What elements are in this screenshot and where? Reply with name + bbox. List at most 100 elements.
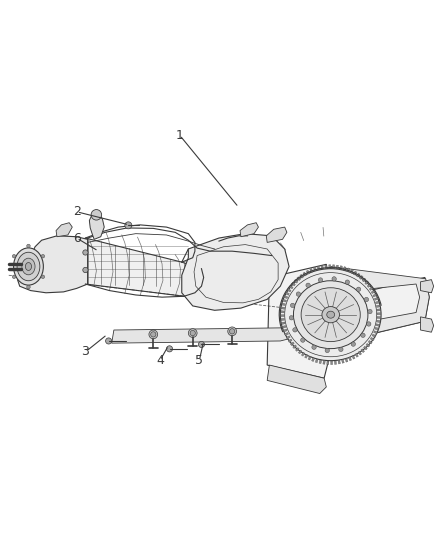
Polygon shape (310, 269, 313, 272)
Circle shape (27, 244, 30, 248)
Circle shape (149, 330, 158, 339)
Text: 6: 6 (73, 231, 81, 245)
Polygon shape (289, 285, 293, 289)
Polygon shape (340, 266, 343, 270)
Polygon shape (284, 296, 288, 298)
Polygon shape (294, 279, 298, 283)
Polygon shape (360, 276, 363, 279)
Polygon shape (369, 287, 373, 290)
Circle shape (198, 342, 205, 348)
Circle shape (27, 285, 30, 289)
Polygon shape (285, 333, 289, 336)
Circle shape (188, 329, 197, 337)
Circle shape (12, 254, 16, 258)
Circle shape (357, 287, 361, 292)
Ellipse shape (17, 252, 40, 281)
Circle shape (41, 275, 45, 279)
Polygon shape (376, 324, 380, 326)
Polygon shape (342, 359, 344, 363)
Ellipse shape (22, 258, 35, 275)
Polygon shape (343, 266, 346, 271)
Polygon shape (361, 349, 364, 353)
Circle shape (364, 297, 369, 302)
Polygon shape (355, 353, 358, 357)
Polygon shape (357, 273, 360, 277)
Circle shape (190, 330, 195, 336)
Polygon shape (377, 309, 381, 311)
Circle shape (361, 333, 365, 337)
Polygon shape (373, 294, 377, 297)
Polygon shape (314, 267, 316, 271)
Text: 3: 3 (81, 345, 89, 358)
Circle shape (166, 346, 173, 352)
Polygon shape (282, 326, 286, 328)
Circle shape (289, 316, 293, 320)
Polygon shape (338, 360, 340, 364)
Circle shape (91, 209, 102, 220)
Polygon shape (304, 354, 308, 358)
Polygon shape (365, 281, 369, 285)
Polygon shape (336, 265, 339, 269)
Polygon shape (291, 282, 295, 286)
Polygon shape (349, 357, 352, 361)
Polygon shape (376, 305, 380, 308)
Text: 5: 5 (195, 354, 203, 367)
Polygon shape (370, 337, 374, 341)
Circle shape (332, 277, 336, 281)
Polygon shape (267, 264, 429, 378)
Ellipse shape (327, 311, 335, 318)
Ellipse shape (280, 269, 381, 361)
Circle shape (230, 329, 235, 334)
Polygon shape (334, 361, 336, 365)
Circle shape (228, 327, 237, 336)
Circle shape (151, 332, 156, 337)
Polygon shape (303, 272, 307, 276)
Circle shape (290, 303, 295, 308)
Polygon shape (282, 303, 286, 305)
Polygon shape (353, 271, 357, 275)
Polygon shape (331, 266, 429, 343)
Polygon shape (372, 334, 376, 337)
Circle shape (12, 275, 16, 279)
Polygon shape (288, 339, 292, 342)
Ellipse shape (14, 248, 43, 285)
Polygon shape (285, 292, 290, 295)
Polygon shape (56, 223, 72, 237)
Polygon shape (293, 345, 297, 349)
Circle shape (345, 280, 350, 284)
Polygon shape (368, 341, 372, 344)
Polygon shape (301, 352, 305, 356)
Polygon shape (358, 351, 362, 355)
Circle shape (318, 278, 323, 282)
Circle shape (296, 292, 300, 296)
Polygon shape (325, 265, 327, 269)
Polygon shape (352, 355, 355, 359)
Circle shape (325, 348, 329, 353)
Polygon shape (321, 265, 323, 269)
Polygon shape (281, 314, 284, 317)
Polygon shape (347, 268, 350, 272)
Polygon shape (311, 358, 314, 361)
Polygon shape (331, 361, 332, 365)
Polygon shape (323, 360, 325, 364)
Polygon shape (295, 348, 299, 351)
Ellipse shape (301, 288, 360, 342)
Polygon shape (266, 227, 287, 243)
Circle shape (368, 309, 372, 314)
Polygon shape (375, 327, 379, 330)
Circle shape (41, 254, 45, 258)
Polygon shape (300, 274, 304, 278)
Polygon shape (319, 360, 321, 364)
Polygon shape (374, 331, 378, 334)
Text: 4: 4 (156, 354, 164, 367)
Polygon shape (290, 342, 294, 345)
Circle shape (312, 345, 316, 350)
Polygon shape (345, 358, 348, 362)
Circle shape (125, 222, 132, 229)
Polygon shape (367, 284, 371, 287)
Polygon shape (112, 314, 333, 343)
Circle shape (106, 338, 112, 344)
Polygon shape (420, 317, 434, 332)
Ellipse shape (322, 306, 339, 323)
Polygon shape (371, 290, 375, 294)
